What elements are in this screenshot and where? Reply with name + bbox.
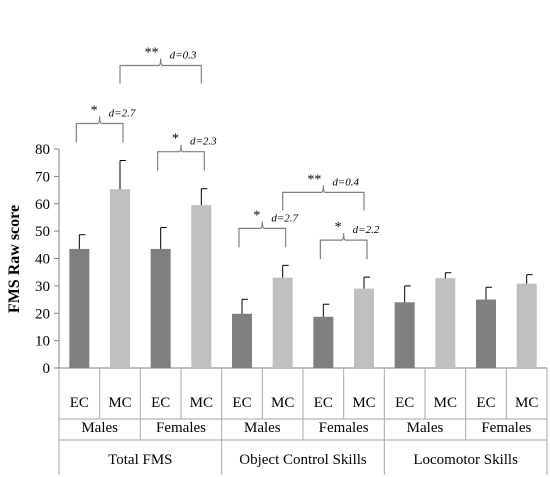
y-tick-label: 0 [43,361,51,377]
x-tick-label: MC [515,395,538,411]
x-tick-label: MC [271,395,294,411]
bar-mc [191,205,212,368]
group-label: Females [156,420,206,436]
x-tick-label: EC [151,395,170,411]
group-label: Males [244,420,281,436]
x-tick-label: MC [108,395,131,411]
effect-size-label: d=2.7 [271,212,298,224]
group-label: Females [319,420,369,436]
y-tick-label: 40 [35,252,50,268]
bar-mc [110,189,130,368]
domain-label: Total FMS [108,452,172,468]
bar-mc [354,288,374,368]
bar-mc [516,283,537,368]
bar-ec [313,316,334,368]
y-tick-label: 20 [35,306,50,322]
y-axis-title: FMS Raw score [6,205,23,313]
group-label: Females [481,420,531,436]
bar-mc [435,278,456,368]
x-tick-label: EC [70,395,89,411]
bar-ec [69,248,90,368]
domain-label: Locomotor Skills [413,452,518,468]
x-tick-label: EC [395,395,414,411]
effect-size-label: d=2.3 [190,136,217,148]
significance-bracket [75,116,124,143]
group-label: Males [407,420,444,436]
bar-mc [272,277,293,368]
effect-size-label: d=0.4 [332,176,359,188]
x-tick-label: EC [476,395,495,411]
effect-size-label: d=0.3 [170,49,197,61]
x-tick-label: MC [434,395,457,411]
y-tick-label: 60 [35,197,50,213]
y-tick-label: 80 [35,142,50,158]
x-tick-label: MC [352,395,375,411]
bar-ec [394,302,415,368]
y-tick-label: 70 [35,169,50,185]
significance-bracket [282,185,365,211]
significance-stars: * [172,132,179,147]
domain-label: Object Control Skills [239,452,367,468]
effect-size-label: d=2.7 [109,107,136,119]
significance-stars: * [253,208,260,223]
x-tick-label: MC [190,395,213,411]
significance-bracket [319,233,368,260]
y-tick-label: 30 [35,279,50,295]
x-tick-label: EC [232,395,251,411]
significance-bracket [238,221,287,248]
significance-bracket [157,144,205,171]
x-tick-label: EC [314,395,333,411]
significance-stars: ** [145,45,159,60]
significance-stars: ** [307,172,321,187]
significance-bracket [119,58,202,84]
group-label: Males [81,420,118,436]
significance-stars: * [335,220,342,235]
bar-ec [150,248,171,368]
bar-ec [476,299,496,368]
y-tick-label: 50 [35,224,50,240]
bar-ec [232,313,252,368]
significance-stars: * [91,103,98,118]
y-tick-label: 10 [35,334,50,350]
effect-size-label: d=2.2 [353,224,380,236]
